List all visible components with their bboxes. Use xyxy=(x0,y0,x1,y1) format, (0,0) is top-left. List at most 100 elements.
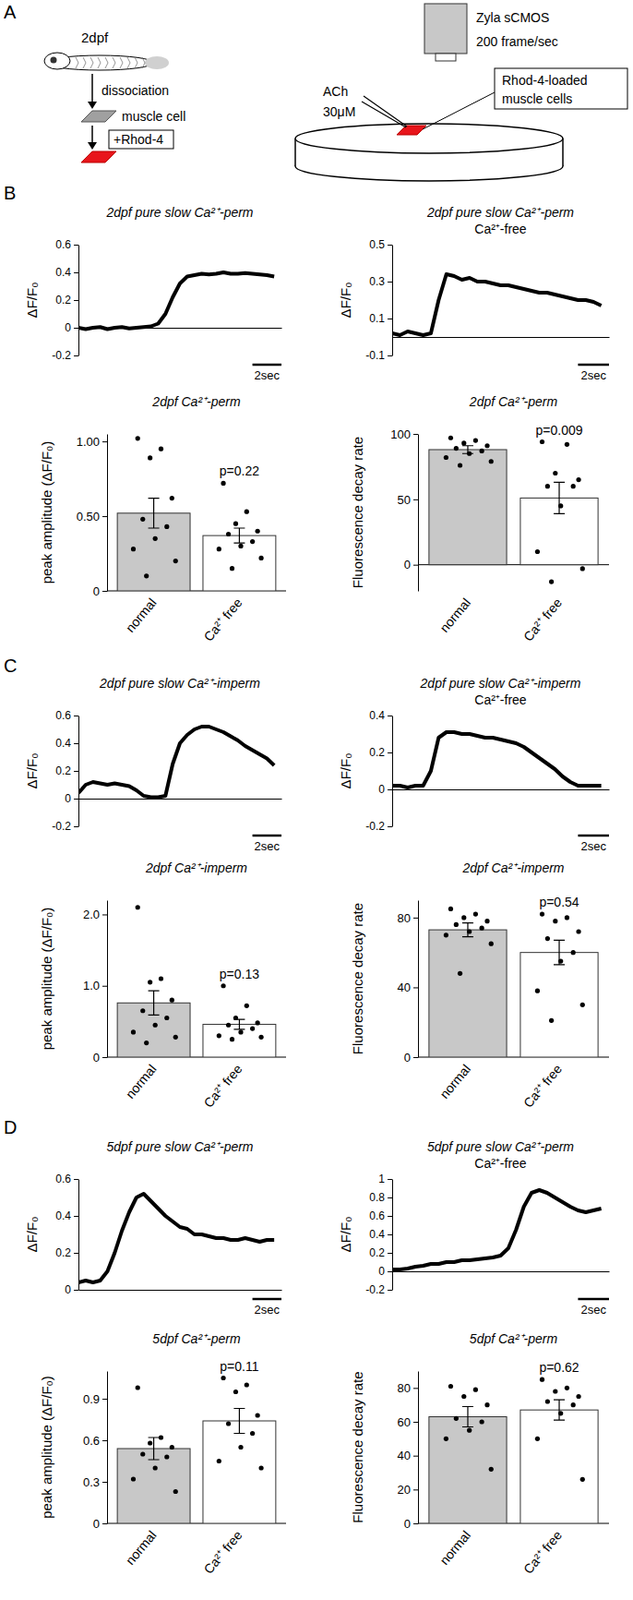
tick-label: 1 xyxy=(378,1171,385,1185)
tick-mark xyxy=(73,770,79,772)
chart-title: 5dpf Ca²⁺-perm xyxy=(152,1330,241,1346)
tick-mark xyxy=(387,318,393,320)
data-point xyxy=(489,1466,494,1471)
y-axis-title: ΔF/F₀ xyxy=(337,1216,354,1253)
tick-label: -0.1 xyxy=(365,348,385,362)
panel-label: A xyxy=(3,1,17,23)
tick-label: 50 xyxy=(397,491,411,506)
data-point xyxy=(473,911,478,917)
y-axis-line xyxy=(107,434,108,592)
y-tick: 0.6 xyxy=(55,238,79,251)
data-point xyxy=(169,997,175,1003)
plot-area xyxy=(429,435,598,585)
tick-mark xyxy=(73,1215,79,1217)
data-point xyxy=(164,1453,169,1458)
data-point xyxy=(461,914,466,920)
y-tick: 0.4 xyxy=(55,736,79,750)
tick-label: normal xyxy=(436,595,474,635)
x-axis: normal Ca²⁺ free xyxy=(122,1056,246,1111)
plot-area xyxy=(78,726,275,798)
data-point xyxy=(453,445,459,451)
tick-label: Ca²⁺ free xyxy=(520,595,565,645)
pipette xyxy=(361,95,407,128)
x-axis: normal Ca²⁺ free xyxy=(436,590,565,645)
data-point xyxy=(489,458,494,464)
y-tick: 2.0 xyxy=(83,907,108,921)
x-tick: normal xyxy=(122,1056,160,1101)
tick-label: 0.6 xyxy=(55,1171,72,1185)
tick-label: 0 xyxy=(404,557,411,572)
data-point xyxy=(158,446,164,452)
y-axis: 00.20.40.6 xyxy=(55,1171,79,1296)
tick-mark xyxy=(387,752,393,753)
data-point xyxy=(539,439,545,444)
data-point xyxy=(158,975,164,980)
arrow-head xyxy=(87,101,97,109)
diagram-text: 200 frame/sec xyxy=(476,34,559,49)
bar xyxy=(429,929,507,1057)
tick-label: 80 xyxy=(397,910,411,925)
data-point xyxy=(535,549,540,554)
y-axis-title: ΔF/F₀ xyxy=(337,752,354,789)
data-point xyxy=(575,1393,581,1398)
data-point xyxy=(448,1383,454,1388)
tick-label: -0.2 xyxy=(365,1282,385,1296)
tick-label: normal xyxy=(436,1061,474,1101)
x-tick: Ca²⁺ free xyxy=(200,1056,245,1111)
data-point xyxy=(258,1034,263,1040)
x-axis xyxy=(79,1289,283,1290)
tick-mark xyxy=(102,590,108,592)
scale-bar xyxy=(577,363,610,367)
data-point xyxy=(226,531,231,537)
tick-label: 0.1 xyxy=(369,311,385,325)
y-axis-title: Fluorescence decay rate xyxy=(349,1370,366,1522)
y-tick: -0.2 xyxy=(51,819,79,833)
data-point xyxy=(558,958,563,964)
tick-mark xyxy=(387,788,393,790)
tick-label: 0.3 xyxy=(83,1474,100,1489)
x-tick: normal xyxy=(122,1522,160,1567)
tick-label: 0 xyxy=(378,1264,385,1278)
data-point xyxy=(131,1475,136,1481)
tick-label: Ca²⁺ free xyxy=(200,1061,245,1111)
x-tick: normal xyxy=(122,590,160,635)
data-point xyxy=(238,1444,243,1449)
data-point xyxy=(147,979,153,984)
y-axis-line xyxy=(392,1179,394,1290)
data-point xyxy=(580,1476,586,1481)
diagram-text: muscle cell xyxy=(121,108,186,124)
data-point xyxy=(580,1002,586,1007)
tick-label: normal xyxy=(122,595,160,635)
y-tick: 100 xyxy=(390,427,419,442)
tick-mark xyxy=(413,1056,419,1058)
y-axis: 04080 xyxy=(397,900,419,1064)
tick-mark xyxy=(413,564,419,566)
callout-box xyxy=(494,68,628,109)
x-axis: normalCa²⁺ free xyxy=(436,1056,565,1111)
data-point xyxy=(571,949,576,955)
tick-mark xyxy=(73,1289,79,1290)
y-axis: 00.501.00 xyxy=(76,434,108,598)
annotation: p=0.62 xyxy=(538,1359,579,1374)
tick-label: 0 xyxy=(93,1516,100,1530)
tick-label: Ca²⁺ free xyxy=(520,1527,565,1577)
chart-title: 5dpf Ca²⁺-perm xyxy=(469,1330,559,1346)
diagram-text: muscle cells xyxy=(501,91,573,107)
data-point xyxy=(466,451,472,456)
data-point xyxy=(153,1464,158,1470)
tick-label: 0.2 xyxy=(55,293,72,307)
x-axis xyxy=(393,1270,610,1272)
data-point xyxy=(233,1015,239,1020)
y-axis-title: ΔF/F₀ xyxy=(23,752,40,789)
y-tick: -0.2 xyxy=(51,348,79,362)
data-point xyxy=(164,524,169,529)
tick-mark xyxy=(387,715,393,717)
data-point xyxy=(220,1374,226,1380)
tick-mark xyxy=(73,272,79,274)
data-point xyxy=(169,495,175,501)
tick-label: 0.4 xyxy=(369,1227,385,1241)
error-bar xyxy=(233,527,245,543)
y-tick: 1.00 xyxy=(76,434,108,449)
tick-label: 80 xyxy=(397,1380,411,1395)
bar xyxy=(203,535,276,591)
